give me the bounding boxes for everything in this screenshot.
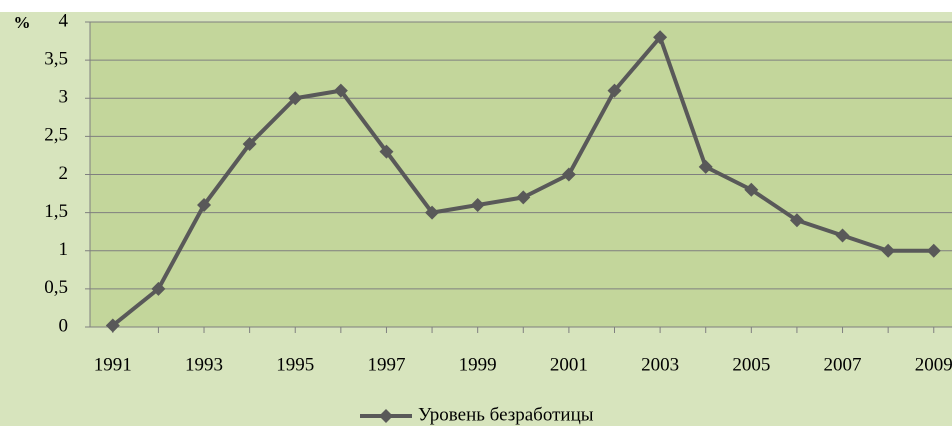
data-point (333, 83, 348, 98)
data-point (607, 83, 622, 98)
legend-label: Уровень безработицы (418, 404, 594, 425)
y-tick-label: 1 (59, 239, 69, 260)
data-point (653, 30, 668, 45)
x-tick-label: 1991 (94, 354, 132, 375)
data-point (379, 144, 394, 159)
x-tick-label: 1995 (276, 354, 314, 375)
y-unit: % (14, 13, 31, 32)
y-tick-label: 1,5 (44, 201, 68, 222)
data-point (516, 190, 531, 205)
x-tick-label: 1997 (367, 354, 405, 375)
y-tick-label: 3 (59, 87, 69, 108)
x-tick-label: 2009 (915, 354, 952, 375)
data-point (242, 137, 257, 151)
y-tick-label: 0,5 (44, 277, 68, 298)
legend-marker (379, 409, 393, 423)
y-tick-label: 0 (59, 315, 69, 336)
x-tick-label: 2007 (824, 354, 862, 375)
data-point (197, 198, 212, 212)
data-point (835, 228, 850, 243)
x-tick-label: 2005 (732, 354, 770, 375)
y-tick-label: 4 (59, 10, 69, 31)
x-tick-label: 2001 (550, 354, 588, 375)
y-tick-label: 2,5 (44, 125, 68, 146)
data-point (561, 167, 576, 182)
y-tick-label: 2 (59, 163, 69, 184)
x-tick-label: 1999 (459, 354, 497, 375)
data-point (105, 318, 120, 333)
x-tick-label: 1993 (185, 354, 223, 375)
y-tick-label: 3,5 (44, 48, 68, 69)
x-tick-label: 2003 (641, 354, 679, 375)
data-point (151, 281, 166, 296)
data-point (425, 205, 440, 220)
data-point (789, 213, 804, 228)
data-point (470, 198, 485, 212)
data-point (926, 243, 941, 258)
data-point (744, 182, 759, 197)
data-point (698, 159, 713, 174)
data-point (881, 243, 896, 258)
data-point (288, 91, 303, 106)
